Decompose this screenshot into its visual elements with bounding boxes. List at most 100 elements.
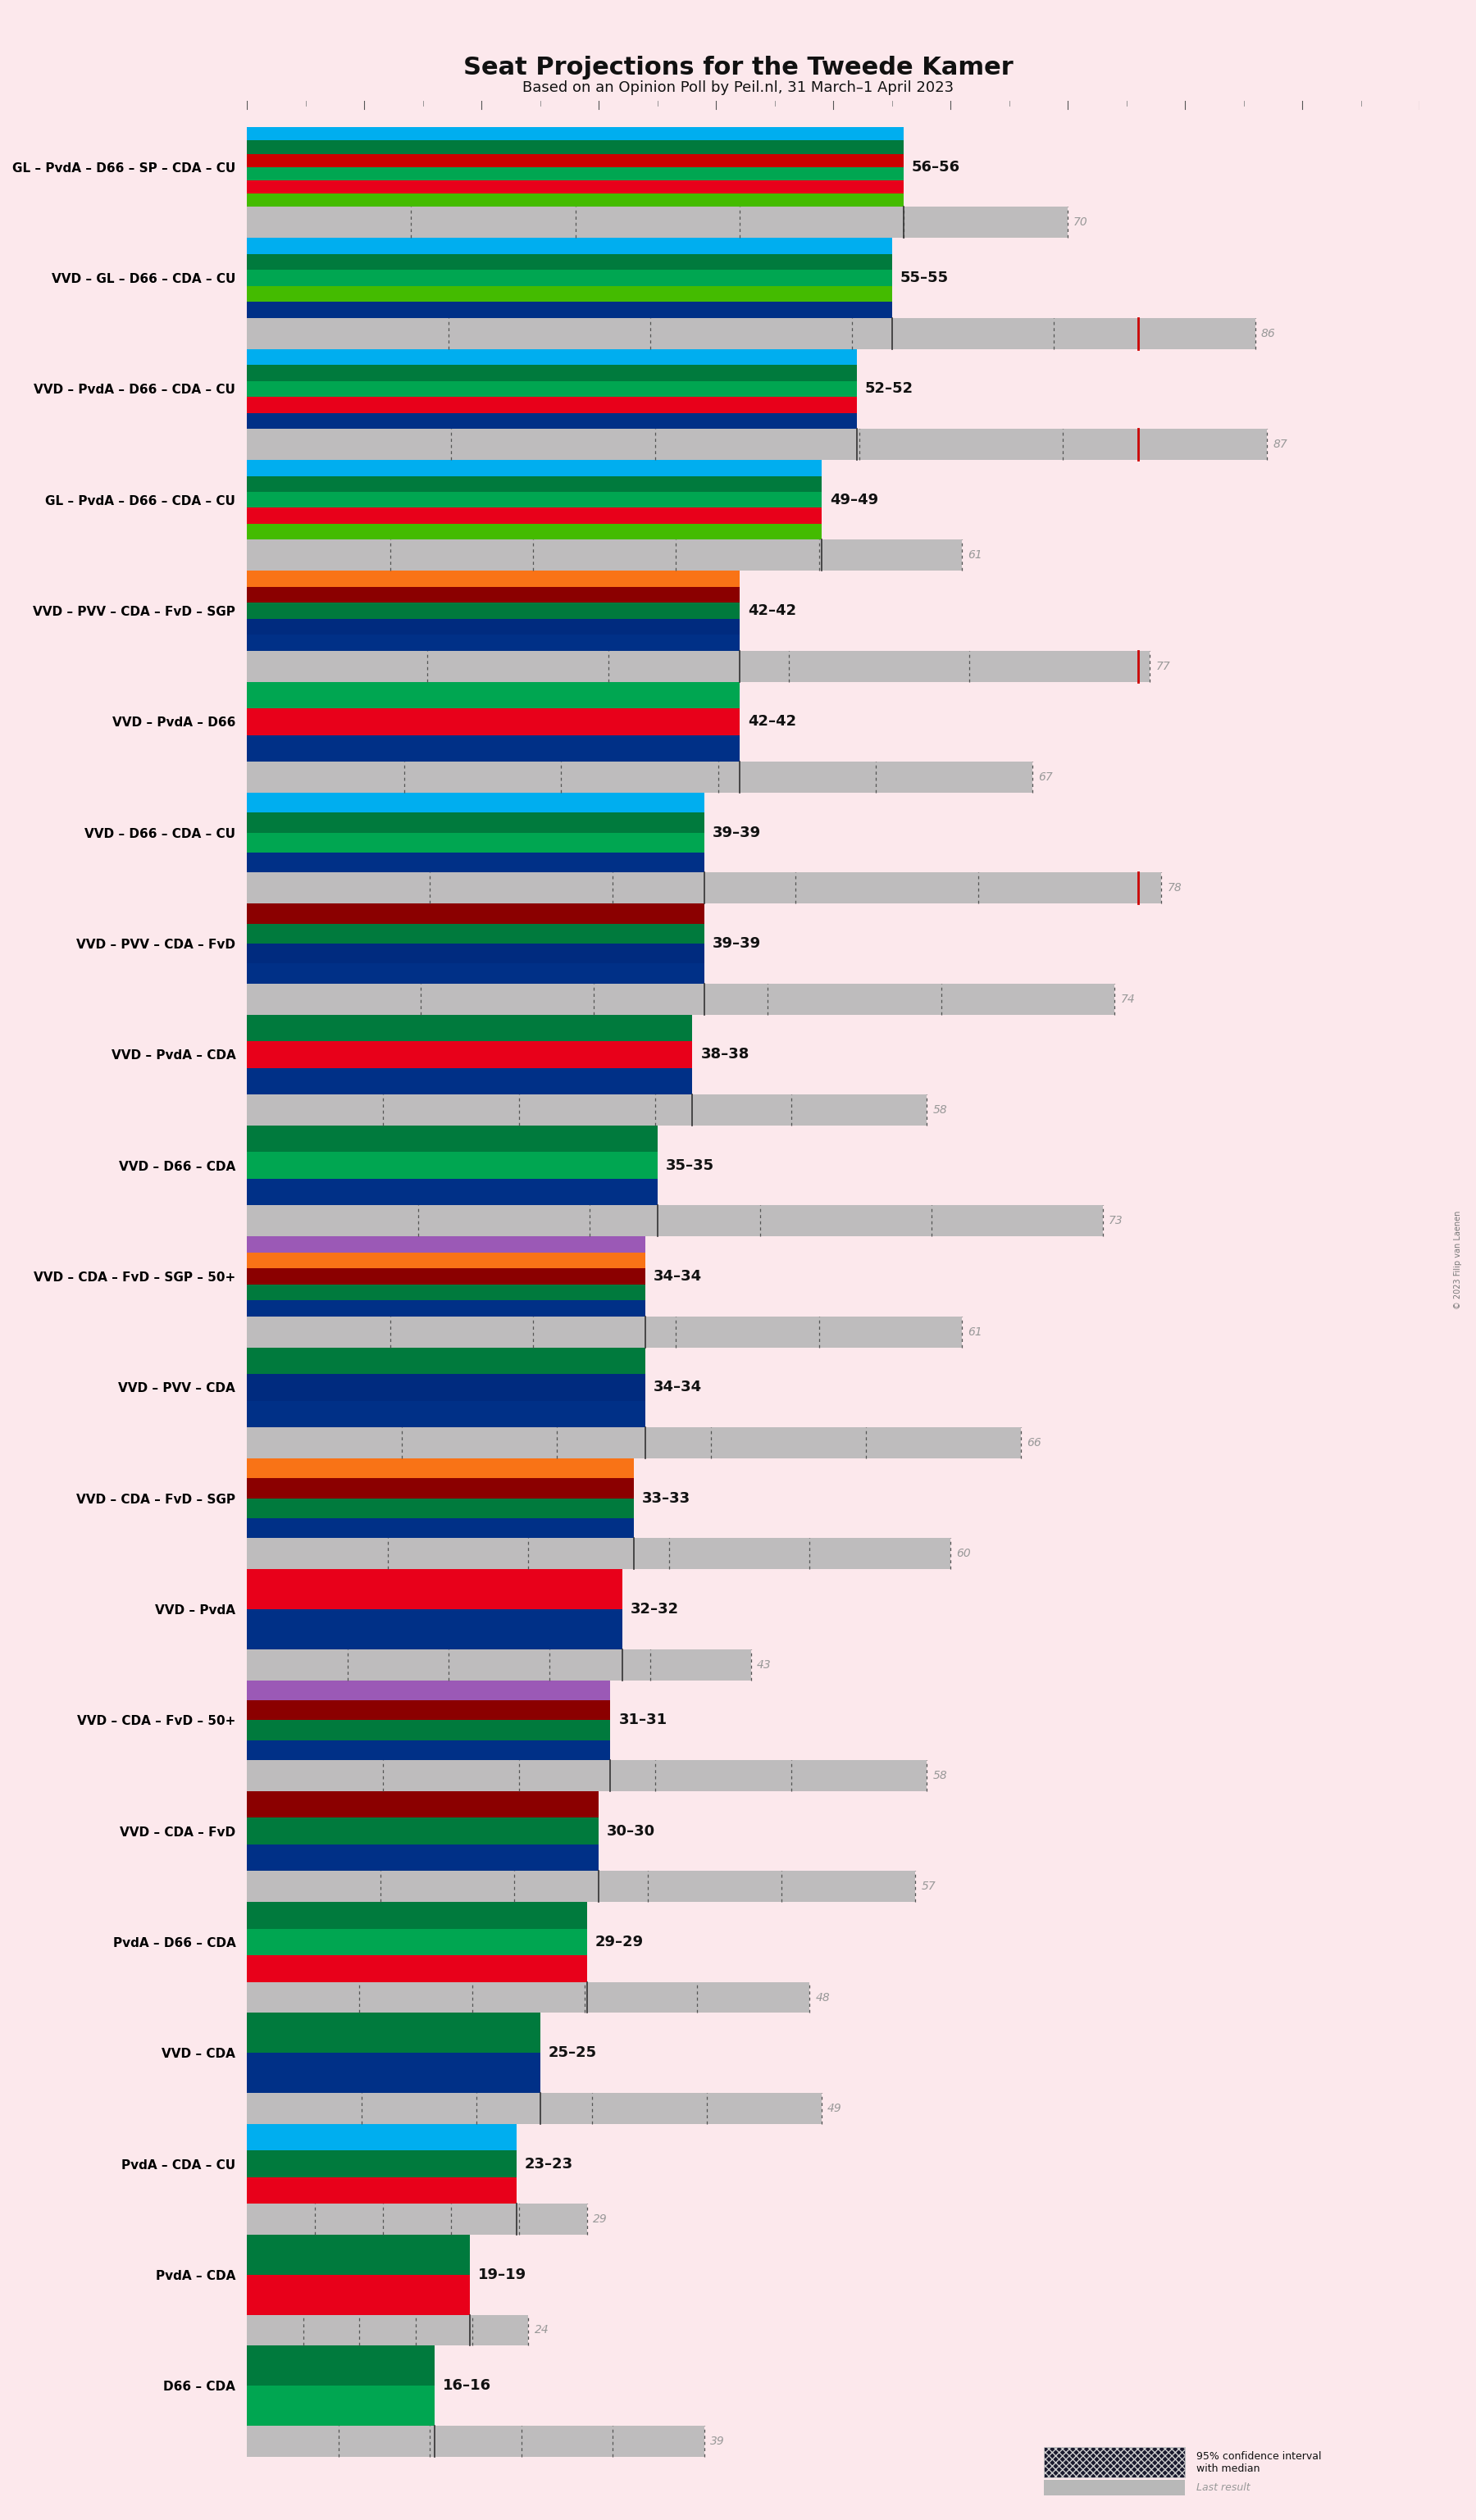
Bar: [246, 1068, 692, 1094]
Bar: [246, 1041, 692, 1068]
Bar: [246, 1817, 599, 1845]
Text: 19–19: 19–19: [478, 2268, 527, 2283]
Bar: [246, 237, 892, 255]
Text: 16–16: 16–16: [443, 2379, 492, 2394]
Text: 42–42: 42–42: [747, 602, 796, 617]
Text: 32–32: 32–32: [630, 1603, 679, 1615]
Text: 61: 61: [968, 549, 983, 562]
Bar: [246, 476, 822, 491]
Bar: [246, 963, 704, 983]
Bar: [246, 1681, 611, 1701]
Text: 31–31: 31–31: [618, 1714, 667, 1729]
Bar: [246, 811, 704, 832]
Bar: [246, 1981, 810, 2013]
Bar: [246, 1205, 1103, 1237]
Bar: [246, 1759, 927, 1792]
Bar: [246, 1300, 645, 1315]
Bar: [246, 2386, 434, 2427]
Bar: [246, 365, 856, 381]
Text: 33–33: 33–33: [642, 1492, 691, 1504]
Bar: [246, 1252, 645, 1268]
Text: 87: 87: [1272, 438, 1287, 451]
Bar: [246, 2427, 704, 2457]
Text: 25–25: 25–25: [548, 2046, 596, 2061]
Text: 67: 67: [1038, 771, 1052, 784]
Bar: [246, 255, 892, 270]
Bar: [246, 126, 903, 141]
Text: 42–42: 42–42: [747, 713, 796, 728]
Bar: [246, 2276, 469, 2316]
Bar: [246, 1126, 657, 1152]
Bar: [246, 1870, 915, 1903]
Bar: [246, 1401, 645, 1426]
Text: 70: 70: [1073, 217, 1088, 229]
Bar: [246, 925, 704, 942]
Bar: [246, 2124, 517, 2150]
Text: 43: 43: [757, 1658, 772, 1671]
Bar: [246, 1268, 645, 1285]
Bar: [246, 1721, 611, 1739]
Text: 66: 66: [1027, 1436, 1041, 1449]
Text: 29–29: 29–29: [595, 1935, 644, 1950]
Bar: [246, 1792, 599, 1817]
Bar: [1044, 2447, 1185, 2477]
Text: 55–55: 55–55: [900, 270, 949, 285]
Bar: [246, 1701, 611, 1721]
Bar: [246, 285, 892, 302]
Text: 48: 48: [816, 1991, 830, 2003]
Bar: [246, 1179, 657, 1205]
Bar: [246, 1517, 633, 1537]
Bar: [246, 413, 856, 428]
Text: 95% confidence interval
with median: 95% confidence interval with median: [1197, 2452, 1321, 2475]
Bar: [246, 852, 704, 872]
Text: 34–34: 34–34: [654, 1381, 703, 1394]
Text: 57: 57: [921, 1880, 936, 1893]
Bar: [246, 2092, 822, 2124]
Text: 74: 74: [1120, 993, 1135, 1005]
Bar: [246, 318, 1255, 348]
Text: 58: 58: [933, 1104, 948, 1116]
Text: © 2023 Filip van Laenen: © 2023 Filip van Laenen: [1454, 1210, 1463, 1310]
Bar: [246, 832, 704, 852]
Bar: [246, 194, 903, 207]
Bar: [246, 461, 822, 476]
Text: 39–39: 39–39: [713, 824, 762, 839]
Bar: [246, 1315, 962, 1348]
Bar: [246, 2235, 469, 2276]
Bar: [246, 1373, 645, 1401]
Bar: [246, 587, 739, 602]
Text: 60: 60: [956, 1547, 971, 1560]
Bar: [246, 683, 739, 708]
Text: 61: 61: [968, 1326, 983, 1338]
Bar: [246, 2150, 517, 2177]
Text: 39–39: 39–39: [713, 937, 762, 950]
Text: 73: 73: [1108, 1215, 1123, 1227]
Bar: [246, 270, 892, 285]
Bar: [246, 1459, 633, 1479]
Bar: [246, 1152, 657, 1179]
Bar: [246, 398, 856, 413]
Text: 24: 24: [534, 2323, 549, 2336]
Text: Seat Projections for the Tweede Kamer: Seat Projections for the Tweede Kamer: [463, 55, 1013, 78]
Bar: [246, 1479, 633, 1499]
Text: 30–30: 30–30: [607, 1824, 655, 1840]
Bar: [246, 2054, 540, 2092]
Text: 35–35: 35–35: [666, 1159, 714, 1172]
Bar: [246, 1570, 621, 1610]
Bar: [246, 1537, 951, 1570]
Bar: [246, 942, 704, 963]
Bar: [246, 141, 903, 154]
Text: 78: 78: [1168, 882, 1182, 895]
Text: 86: 86: [1261, 328, 1275, 340]
Bar: [246, 2013, 540, 2054]
Bar: [246, 539, 962, 572]
Bar: [1044, 2480, 1185, 2495]
Bar: [246, 1499, 633, 1517]
Bar: [246, 181, 903, 194]
Bar: [246, 166, 903, 181]
Text: 38–38: 38–38: [701, 1048, 750, 1061]
Bar: [246, 650, 1150, 683]
Bar: [246, 491, 822, 509]
Bar: [246, 428, 1266, 461]
Bar: [246, 2346, 434, 2386]
